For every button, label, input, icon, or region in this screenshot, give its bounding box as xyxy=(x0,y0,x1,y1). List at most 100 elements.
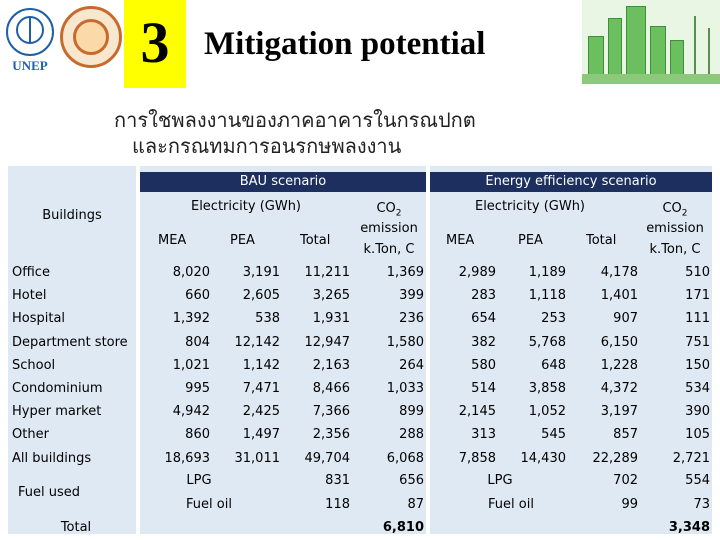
ee-grand-co2: 3,348 xyxy=(668,520,710,535)
cell-ee-pea: 1,118 xyxy=(528,288,566,303)
cell-ee-pea: 5,768 xyxy=(528,335,566,350)
cell-bau-co2: 1,369 xyxy=(386,265,424,280)
cell-bau-pea: 1,142 xyxy=(242,358,280,373)
cell-ee-mea: 382 xyxy=(471,335,496,350)
slide-number: 3 xyxy=(140,10,170,75)
cell-bau-co2: 899 xyxy=(399,404,424,419)
cell-bau-co2: 6,068 xyxy=(386,451,424,466)
cell-bau-total: 2,163 xyxy=(312,358,350,373)
bau-fuel-oil-label: Fuel oil xyxy=(186,497,232,512)
cell-bau-mea: 1,021 xyxy=(172,358,210,373)
green-city-illustration xyxy=(582,0,720,84)
row-building-name: Hyper market xyxy=(12,404,102,419)
cell-ee-total: 3,197 xyxy=(600,404,638,419)
cell-ee-mea: 654 xyxy=(471,311,496,326)
bau-co2-header: CO2 xyxy=(376,201,402,219)
ee-fuel-oil-label: Fuel oil xyxy=(488,497,534,512)
cell-ee-pea: 648 xyxy=(541,358,566,373)
cell-ee-total: 1,401 xyxy=(600,288,638,303)
cell-ee-mea: 2,145 xyxy=(458,404,496,419)
ee-column-band xyxy=(430,166,712,534)
cell-ee-co2: 105 xyxy=(685,427,710,442)
cell-bau-pea: 538 xyxy=(255,311,280,326)
cell-ee-pea: 14,430 xyxy=(520,451,567,466)
cell-bau-total: 2,356 xyxy=(312,427,350,442)
cell-bau-pea: 1,497 xyxy=(242,427,280,442)
cell-ee-total: 22,289 xyxy=(592,451,639,466)
cell-bau-co2: 1,033 xyxy=(386,381,424,396)
fuel-used-label: Fuel used xyxy=(18,485,81,500)
ee-header-bar xyxy=(430,172,712,192)
row-building-name: All buildings xyxy=(12,451,92,466)
cell-bau-co2: 1,580 xyxy=(386,335,424,350)
row-building-name: Other xyxy=(12,427,49,442)
row-building-name: Condominium xyxy=(12,381,103,396)
bau-unit-header: k.Ton, C xyxy=(363,242,415,257)
bau-electricity-header: Electricity (GWh) xyxy=(190,199,302,214)
buildings-column-band xyxy=(8,166,136,534)
seal-emblem-icon xyxy=(73,19,109,55)
ee-unit-header: k.Ton, C xyxy=(649,242,701,257)
bau-mea-header: MEA xyxy=(158,233,187,248)
ee-mea-header: MEA xyxy=(446,233,475,248)
unep-logo xyxy=(6,8,54,56)
cell-ee-mea: 283 xyxy=(471,288,496,303)
cell-bau-pea: 2,605 xyxy=(242,288,280,303)
bau-grand-co2: 6,810 xyxy=(382,520,424,535)
ee-pea-header: PEA xyxy=(518,233,543,248)
cell-bau-total: 8,466 xyxy=(312,381,350,396)
cell-ee-total: 4,178 xyxy=(600,265,638,280)
cell-bau-mea: 4,942 xyxy=(172,404,210,419)
cell-bau-co2: 264 xyxy=(399,358,424,373)
row-building-name: Hospital xyxy=(12,311,66,326)
slide-title: Mitigation potential xyxy=(204,26,486,62)
bau-oil-total: 118 xyxy=(325,497,350,512)
cell-bau-mea: 860 xyxy=(185,427,210,442)
ministry-seal xyxy=(60,6,122,68)
cell-ee-total: 6,150 xyxy=(600,335,638,350)
cell-ee-co2: 171 xyxy=(685,288,710,303)
subtitle-line-2: และกรณทมการอนรกษพลงงาน xyxy=(132,134,402,158)
slide-number-box xyxy=(124,0,186,88)
bau-emission-header: emission xyxy=(360,221,418,236)
cell-bau-total: 11,211 xyxy=(304,265,351,280)
cell-bau-total: 7,366 xyxy=(312,404,350,419)
unep-logo-text: UNEP xyxy=(12,58,48,73)
cell-ee-co2: 111 xyxy=(685,311,710,326)
cell-ee-co2: 751 xyxy=(685,335,710,350)
bau-scenario-label: BAU scenario xyxy=(239,174,327,189)
bau-lpg-total: 831 xyxy=(325,473,350,488)
subtitle-line-1: การใชพลงงานของภาคอาคารในกรณปกต xyxy=(114,108,476,132)
ee-oil-co2: 73 xyxy=(693,497,710,512)
bau-column-band xyxy=(140,166,426,534)
ee-oil-total: 99 xyxy=(621,497,638,512)
cell-ee-co2: 510 xyxy=(685,265,710,280)
cell-bau-co2: 288 xyxy=(399,427,424,442)
cell-bau-total: 3,265 xyxy=(312,288,350,303)
cell-ee-pea: 1,189 xyxy=(528,265,566,280)
ee-lpg-co2: 554 xyxy=(685,473,710,488)
bau-pea-header: PEA xyxy=(230,233,255,248)
cell-ee-co2: 150 xyxy=(685,358,710,373)
cell-bau-co2: 399 xyxy=(399,288,424,303)
cell-ee-total: 4,372 xyxy=(600,381,638,396)
ee-scenario-label: Energy efficiency scenario xyxy=(485,174,657,189)
cell-ee-pea: 545 xyxy=(541,427,566,442)
cell-bau-pea: 31,011 xyxy=(234,451,281,466)
cell-ee-co2: 2,721 xyxy=(672,451,710,466)
cell-bau-total: 12,947 xyxy=(304,335,351,350)
cell-bau-mea: 18,693 xyxy=(164,451,211,466)
bau-total-header: Total xyxy=(300,233,331,248)
bau-lpg-label: LPG xyxy=(186,473,212,488)
cell-bau-mea: 995 xyxy=(185,381,210,396)
cell-ee-mea: 7,858 xyxy=(458,451,496,466)
cell-ee-total: 907 xyxy=(613,311,638,326)
total-row-label: Total xyxy=(60,520,92,535)
cell-ee-mea: 2,989 xyxy=(458,265,496,280)
buildings-header: Buildings xyxy=(42,208,102,223)
row-building-name: Hotel xyxy=(12,288,47,303)
cell-bau-pea: 3,191 xyxy=(242,265,280,280)
ee-lpg-label: LPG xyxy=(487,473,513,488)
cell-ee-mea: 580 xyxy=(471,358,496,373)
row-building-name: Department store xyxy=(12,335,128,350)
